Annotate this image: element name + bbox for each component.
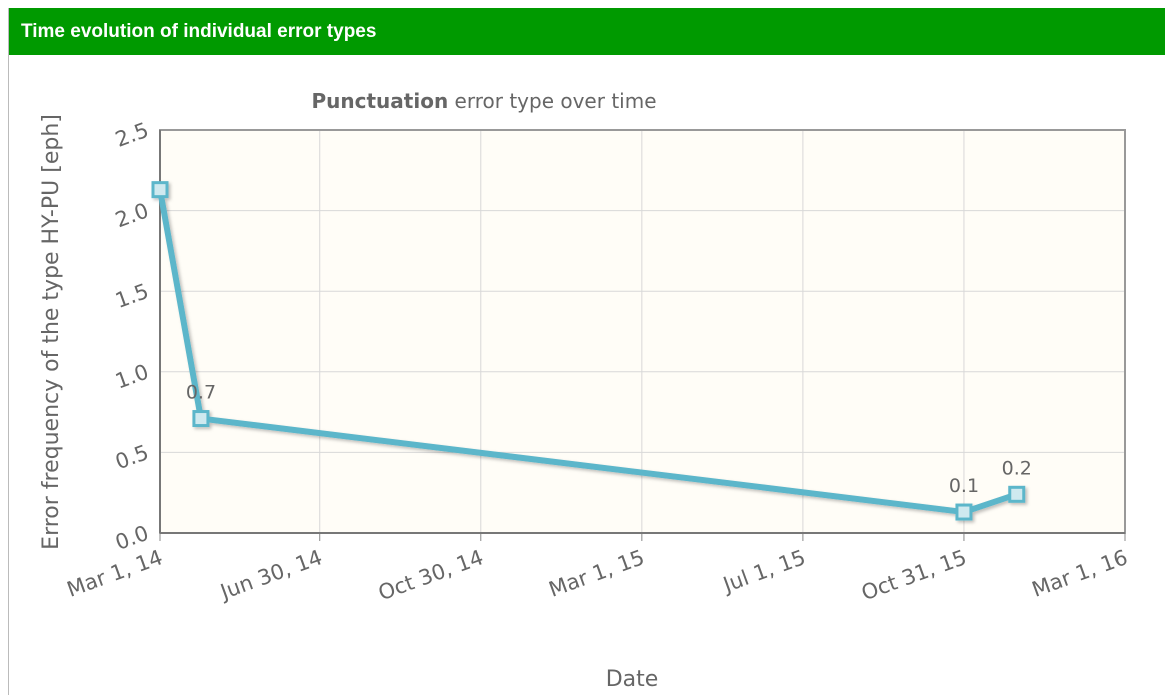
x-tick-label: Oct 31, 15 — [858, 545, 969, 605]
point-marker — [955, 503, 973, 521]
x-tick-label: Oct 30, 14 — [375, 545, 486, 605]
x-tick-label: Mar 1, 16 — [1029, 545, 1131, 602]
x-tick-label: Mar 1, 14 — [64, 545, 166, 602]
x-tick-label: Mar 1, 15 — [546, 545, 648, 602]
y-tick-label: 2.0 — [112, 198, 152, 232]
chart-title: Punctuation error type over time — [312, 89, 657, 113]
y-axis-label: Error frequency of the type HY-PU [eph] — [39, 114, 64, 550]
panel-header: Time evolution of individual error types — [9, 8, 1165, 55]
series — [151, 181, 1026, 521]
x-axis-label: Date — [606, 667, 659, 692]
x-tick-label: Jun 30, 14 — [215, 545, 325, 605]
series-line — [157, 189, 1018, 516]
title-rest: error type over time — [455, 89, 657, 113]
point-marker — [151, 181, 169, 199]
y-tick-label: 0.5 — [112, 440, 152, 474]
x-tick-label: Jul 1, 15 — [718, 545, 808, 597]
data-label: 0.7 — [186, 382, 216, 404]
point-marker — [192, 410, 210, 428]
y-tick-label: 2.5 — [112, 118, 152, 152]
point-marker — [1008, 485, 1026, 503]
y-tick-label: 1.0 — [112, 360, 152, 394]
title-bold: Punctuation — [312, 89, 449, 113]
data-label: 0.1 — [949, 475, 979, 497]
data-label: 0.2 — [1002, 457, 1032, 479]
y-tick-label: 1.5 — [112, 279, 152, 313]
panel: Time evolution of individual error types — [8, 8, 1165, 695]
